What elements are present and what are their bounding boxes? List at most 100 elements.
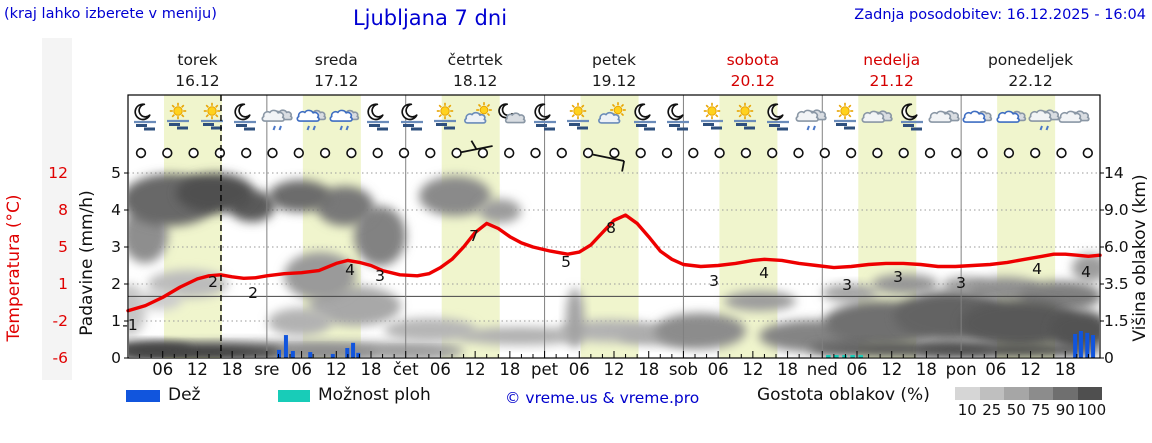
wind-symbol <box>661 147 673 159</box>
temp-axis-tick: 5 <box>58 238 68 256</box>
rain-bar <box>345 348 350 358</box>
legend-rain-swatch <box>126 390 160 402</box>
density-step <box>979 387 1004 400</box>
density-step <box>1053 387 1078 400</box>
raincloudgray-icon <box>795 109 827 131</box>
x-axis-hour-label: 06 <box>152 360 174 379</box>
moonfog-icon <box>534 103 556 131</box>
wind-symbol <box>135 147 147 159</box>
cloud-axis-tick: 1.5 <box>1104 312 1129 330</box>
density-step <box>1028 387 1053 400</box>
temp-axis-tick: 8 <box>58 201 68 219</box>
density-scale-tick: 100 <box>1077 401 1107 419</box>
x-axis-hour-label: 06 <box>846 360 868 379</box>
precip-axis-tick: 2 <box>111 275 121 293</box>
legend-shower-swatch <box>278 390 310 402</box>
density-scale-ticks: 10 25 50 75 90 100 <box>955 401 1107 419</box>
suncloud-icon <box>598 102 626 124</box>
density-scale-tick: 50 <box>1006 401 1026 419</box>
moonfog-icon <box>134 103 156 131</box>
wind-symbol <box>1003 147 1015 159</box>
sunfog-icon <box>567 102 589 130</box>
wind-symbol <box>872 147 883 159</box>
x-axis-hour-label: 18 <box>499 360 521 379</box>
wind-symbol <box>1029 147 1041 159</box>
wind-symbol <box>188 147 199 159</box>
temp-axis-tick: -2 <box>52 312 68 330</box>
wind-symbol <box>504 147 515 159</box>
legend-rain-label: Dež <box>168 385 201 405</box>
svg-text:8: 8 <box>606 219 616 237</box>
wind-symbol <box>766 147 778 159</box>
raincloudblue-icon <box>296 109 327 131</box>
copyright-link[interactable]: © vreme.us & vreme.pro <box>505 389 700 407</box>
sky-icons <box>134 102 1090 131</box>
legend-shower-label: Možnost ploh <box>318 385 431 405</box>
wind-symbol <box>845 147 857 159</box>
x-axis-hour-label: 18 <box>638 360 660 379</box>
x-axis-hour-label: 06 <box>985 360 1007 379</box>
rain-bar <box>277 349 282 358</box>
x-axis-day-label: sob <box>668 360 699 379</box>
x-axis-day-label: ned <box>806 360 838 379</box>
cloudblue-icon <box>996 110 1027 123</box>
moonfog-icon <box>634 103 656 131</box>
wind-symbol <box>688 147 699 159</box>
cloud-axis-tick: 9.0 <box>1104 201 1129 219</box>
day-date: 21.12 <box>869 72 914 90</box>
density-scale-tick: 25 <box>982 401 1002 419</box>
wind-symbol <box>793 147 804 159</box>
x-axis-hour-label: 18 <box>221 360 243 379</box>
precip-axis-tick: 1 <box>111 312 121 330</box>
x-axis-day-label: sre <box>254 360 280 379</box>
moonfog-icon <box>901 103 923 131</box>
raincloudgray-icon <box>1028 109 1060 131</box>
wind-symbol <box>609 147 620 159</box>
wind-symbol <box>293 147 304 159</box>
svg-text:2: 2 <box>208 273 218 291</box>
x-axis-hour-label: 18 <box>777 360 799 379</box>
wind-symbol <box>977 147 988 159</box>
rain-bar <box>351 342 356 358</box>
x-axis-hour-label: 18 <box>915 360 937 379</box>
mooncloud-icon <box>498 103 526 124</box>
wind-symbol <box>556 147 567 159</box>
wind-symbol <box>162 147 173 159</box>
temperature-labels: -1 2 2 4 3 7 5 8 3 4 3 3 3 4 4 <box>122 219 1091 334</box>
cloudgray-icon <box>1058 110 1090 123</box>
wind-symbol <box>951 147 962 159</box>
rain-bar <box>356 352 361 358</box>
density-step <box>1077 387 1102 400</box>
x-axis-hour-label: 12 <box>186 360 208 379</box>
x-axis-hour-label: 12 <box>325 360 347 379</box>
suncloud-icon <box>464 102 492 124</box>
cloudgray-icon <box>861 110 893 123</box>
x-axis-hour-label: 18 <box>360 360 382 379</box>
day-name: petek <box>592 51 636 69</box>
sunfog-icon <box>701 102 723 130</box>
wind-symbol <box>714 147 725 159</box>
wind-symbol <box>924 147 936 159</box>
wind-symbol <box>740 147 752 159</box>
x-axis-hour-label: 06 <box>291 360 313 379</box>
day-name: torek <box>177 51 218 69</box>
cloud-axis-tick: 0 <box>1104 349 1114 367</box>
x-axis-hour-label: 06 <box>568 360 590 379</box>
svg-text:4: 4 <box>1032 260 1042 278</box>
temperature-line <box>126 213 1102 313</box>
cloud-axis-tick: 14 <box>1104 164 1124 182</box>
plot-frame <box>124 94 1104 359</box>
wind-symbol <box>214 147 226 159</box>
day-date: 22.12 <box>1008 72 1053 90</box>
moonfog-icon <box>234 103 256 131</box>
wind-symbol <box>267 147 278 159</box>
svg-text:2: 2 <box>248 284 258 302</box>
svg-text:3: 3 <box>709 272 719 290</box>
day-name: sreda <box>314 51 358 69</box>
x-axis-hour-label: 12 <box>1020 360 1042 379</box>
x-axis-hour-label: 12 <box>464 360 486 379</box>
wind-symbol <box>477 147 489 159</box>
sunfog-icon <box>201 102 223 130</box>
wind-symbol <box>530 147 541 159</box>
